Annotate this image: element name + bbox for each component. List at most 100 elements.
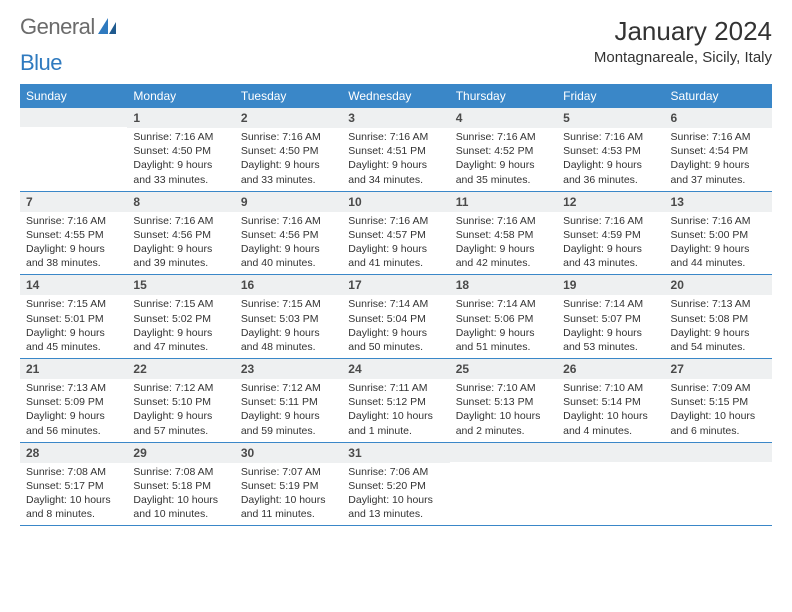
calendar-week: 14Sunrise: 7:15 AMSunset: 5:01 PMDayligh… [20,275,772,359]
day-number: 12 [557,192,664,212]
day-number: 4 [450,108,557,128]
calendar-cell: 29Sunrise: 7:08 AMSunset: 5:18 PMDayligh… [127,442,234,526]
day-data: Sunrise: 7:16 AMSunset: 5:00 PMDaylight:… [665,212,772,275]
daylight-text: Daylight: 9 hours and 35 minutes. [456,158,551,186]
sunrise-text: Sunrise: 7:16 AM [348,214,443,228]
day-number: 28 [20,443,127,463]
title-block: January 2024 Montagnareale, Sicily, Ital… [594,16,772,66]
sunset-text: Sunset: 5:10 PM [133,395,228,409]
sunrise-text: Sunrise: 7:14 AM [456,297,551,311]
sunset-text: Sunset: 5:11 PM [241,395,336,409]
weekday-header: Monday [127,84,234,108]
weekday-header: Tuesday [235,84,342,108]
sunset-text: Sunset: 5:03 PM [241,312,336,326]
sunset-text: Sunset: 5:04 PM [348,312,443,326]
day-number: 25 [450,359,557,379]
day-data: Sunrise: 7:16 AMSunset: 4:59 PMDaylight:… [557,212,664,275]
calendar-cell: 12Sunrise: 7:16 AMSunset: 4:59 PMDayligh… [557,191,664,275]
day-number: 3 [342,108,449,128]
day-data: Sunrise: 7:11 AMSunset: 5:12 PMDaylight:… [342,379,449,442]
day-data: Sunrise: 7:13 AMSunset: 5:08 PMDaylight:… [665,295,772,358]
day-number: 15 [127,275,234,295]
day-number: 31 [342,443,449,463]
daylight-text: Daylight: 9 hours and 59 minutes. [241,409,336,437]
sunset-text: Sunset: 4:55 PM [26,228,121,242]
day-data: Sunrise: 7:16 AMSunset: 4:56 PMDaylight:… [127,212,234,275]
day-data: Sunrise: 7:07 AMSunset: 5:19 PMDaylight:… [235,463,342,526]
sunrise-text: Sunrise: 7:08 AM [26,465,121,479]
day-number: 6 [665,108,772,128]
month-title: January 2024 [594,16,772,47]
day-number: 5 [557,108,664,128]
sunset-text: Sunset: 5:17 PM [26,479,121,493]
calendar-week: 28Sunrise: 7:08 AMSunset: 5:17 PMDayligh… [20,442,772,526]
calendar-cell: 4Sunrise: 7:16 AMSunset: 4:52 PMDaylight… [450,108,557,191]
daylight-text: Daylight: 10 hours and 13 minutes. [348,493,443,521]
sunrise-text: Sunrise: 7:16 AM [241,130,336,144]
sunset-text: Sunset: 5:15 PM [671,395,766,409]
sunset-text: Sunset: 5:18 PM [133,479,228,493]
day-data: Sunrise: 7:16 AMSunset: 4:53 PMDaylight:… [557,128,664,191]
calendar-cell: 1Sunrise: 7:16 AMSunset: 4:50 PMDaylight… [127,108,234,191]
day-number: 21 [20,359,127,379]
day-data: Sunrise: 7:16 AMSunset: 4:50 PMDaylight:… [235,128,342,191]
weekday-header: Wednesday [342,84,449,108]
daylight-text: Daylight: 9 hours and 40 minutes. [241,242,336,270]
day-data: Sunrise: 7:15 AMSunset: 5:01 PMDaylight:… [20,295,127,358]
daylight-text: Daylight: 9 hours and 56 minutes. [26,409,121,437]
day-number: 19 [557,275,664,295]
sunrise-text: Sunrise: 7:16 AM [671,214,766,228]
sunrise-text: Sunrise: 7:13 AM [671,297,766,311]
sunrise-text: Sunrise: 7:15 AM [133,297,228,311]
daylight-text: Daylight: 9 hours and 47 minutes. [133,326,228,354]
calendar-cell: 11Sunrise: 7:16 AMSunset: 4:58 PMDayligh… [450,191,557,275]
calendar-cell: 27Sunrise: 7:09 AMSunset: 5:15 PMDayligh… [665,359,772,443]
sunrise-text: Sunrise: 7:15 AM [241,297,336,311]
logo-text-general: General [20,16,95,38]
weekday-header: Friday [557,84,664,108]
sunset-text: Sunset: 5:20 PM [348,479,443,493]
sunrise-text: Sunrise: 7:16 AM [133,214,228,228]
day-number: 22 [127,359,234,379]
sunrise-text: Sunrise: 7:15 AM [26,297,121,311]
daylight-text: Daylight: 10 hours and 1 minute. [348,409,443,437]
sunset-text: Sunset: 5:13 PM [456,395,551,409]
calendar-cell: 21Sunrise: 7:13 AMSunset: 5:09 PMDayligh… [20,359,127,443]
day-data: Sunrise: 7:16 AMSunset: 4:52 PMDaylight:… [450,128,557,191]
sunrise-text: Sunrise: 7:09 AM [671,381,766,395]
calendar-cell: 24Sunrise: 7:11 AMSunset: 5:12 PMDayligh… [342,359,449,443]
daylight-text: Daylight: 9 hours and 36 minutes. [563,158,658,186]
location: Montagnareale, Sicily, Italy [594,49,772,66]
sunset-text: Sunset: 5:02 PM [133,312,228,326]
daylight-text: Daylight: 9 hours and 43 minutes. [563,242,658,270]
day-number: 8 [127,192,234,212]
daylight-text: Daylight: 9 hours and 41 minutes. [348,242,443,270]
day-number: 9 [235,192,342,212]
day-number: 14 [20,275,127,295]
day-number: 1 [127,108,234,128]
daylight-text: Daylight: 10 hours and 8 minutes. [26,493,121,521]
sunset-text: Sunset: 4:59 PM [563,228,658,242]
day-number: 18 [450,275,557,295]
day-data: Sunrise: 7:08 AMSunset: 5:17 PMDaylight:… [20,463,127,526]
sunset-text: Sunset: 4:54 PM [671,144,766,158]
day-number: 13 [665,192,772,212]
daylight-text: Daylight: 10 hours and 10 minutes. [133,493,228,521]
sunset-text: Sunset: 5:14 PM [563,395,658,409]
day-number: 23 [235,359,342,379]
calendar-week: 7Sunrise: 7:16 AMSunset: 4:55 PMDaylight… [20,191,772,275]
sunset-text: Sunset: 4:58 PM [456,228,551,242]
daylight-text: Daylight: 9 hours and 51 minutes. [456,326,551,354]
calendar-cell [665,442,772,526]
day-data: Sunrise: 7:09 AMSunset: 5:15 PMDaylight:… [665,379,772,442]
weekday-row: SundayMondayTuesdayWednesdayThursdayFrid… [20,84,772,108]
sunset-text: Sunset: 5:07 PM [563,312,658,326]
sunset-text: Sunset: 5:01 PM [26,312,121,326]
sunrise-text: Sunrise: 7:16 AM [671,130,766,144]
daylight-text: Daylight: 9 hours and 54 minutes. [671,326,766,354]
day-number: 27 [665,359,772,379]
day-data: Sunrise: 7:16 AMSunset: 4:56 PMDaylight:… [235,212,342,275]
daylight-text: Daylight: 9 hours and 42 minutes. [456,242,551,270]
sunset-text: Sunset: 4:51 PM [348,144,443,158]
sunrise-text: Sunrise: 7:16 AM [133,130,228,144]
